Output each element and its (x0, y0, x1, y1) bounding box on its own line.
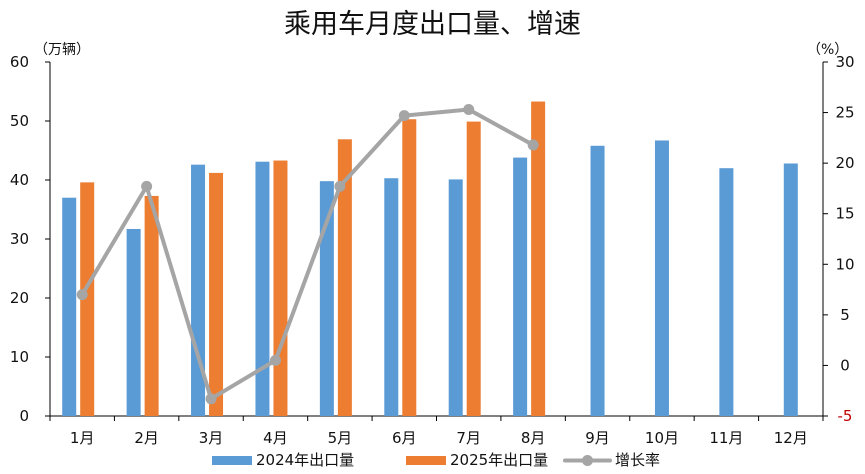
right-axis-tick-label: 10 (835, 255, 854, 273)
x-axis-tick-label: 4月 (263, 429, 288, 447)
left-axis-tick-label: 20 (10, 289, 29, 307)
right-axis-tick-label: 5 (840, 306, 850, 324)
bar-2025-2 (144, 195, 159, 416)
growth-rate-point-8 (527, 139, 539, 151)
bar-2024-11 (719, 168, 734, 416)
left-axis-tick-label: 30 (10, 230, 29, 248)
x-axis-tick-label: 6月 (392, 429, 417, 447)
bar-2024-3 (191, 164, 206, 416)
legend-marker-growth (582, 455, 593, 466)
x-axis-tick-label: 10月 (645, 429, 679, 447)
x-axis-tick-label: 11月 (709, 429, 743, 447)
x-axis-tick-label: 1月 (70, 429, 95, 447)
x-axis-tick-label: 5月 (328, 429, 353, 447)
bar-2025-6 (402, 119, 417, 416)
right-axis-tick-label: -5 (838, 407, 853, 425)
legend-label-2025: 2025年出口量 (450, 451, 548, 469)
growth-line-group (76, 104, 539, 405)
legend-swatch-2024 (212, 456, 252, 465)
bar-2024-8 (513, 157, 528, 416)
bar-2025-7 (466, 121, 481, 416)
right-axis-tick-label: 25 (835, 104, 854, 122)
growth-rate-point-6 (398, 110, 410, 122)
legend: 2024年出口量 2025年出口量 增长率 (212, 451, 660, 469)
bars-group (62, 101, 798, 417)
growth-rate-point-5 (334, 180, 346, 192)
legend-label-growth: 增长率 (615, 451, 660, 469)
x-axis-tick-label: 8月 (521, 429, 546, 447)
left-axis-tick-label: 0 (19, 407, 29, 425)
right-axis-tick-label: 0 (840, 356, 850, 374)
growth-rate-point-4 (269, 354, 281, 366)
bar-2024-12 (783, 163, 798, 416)
growth-rate-line (80, 107, 536, 401)
bar-2024-7 (448, 179, 463, 416)
right-axis-tick-label: 15 (835, 205, 854, 223)
right-axis-unit-label: （%） (807, 42, 848, 58)
left-axis-tick-label: 10 (10, 348, 29, 366)
left-axis-tick-label: 50 (10, 112, 29, 130)
x-axis-tick-label: 7月 (456, 429, 481, 447)
growth-rate-point-2 (141, 180, 153, 192)
bar-2024-9 (590, 145, 605, 416)
growth-rate-point-3 (205, 393, 217, 405)
bar-2024-5 (319, 181, 334, 416)
x-axis-tick-label: 12月 (774, 429, 808, 447)
bar-2024-4 (255, 161, 270, 416)
axes-group: 0 10 20 30 40 50 60 -5 0 5 10 15 20 25 30 1月 2月 3月 4月 5月 6月 7… (10, 53, 855, 447)
growth-rate-point-7 (463, 104, 475, 116)
left-axis-tick-label: 40 (10, 171, 29, 189)
bar-2024-1 (62, 197, 77, 416)
bar-2025-1 (80, 182, 95, 416)
bar-2025-3 (209, 172, 224, 416)
legend-label-2024: 2024年出口量 (256, 451, 354, 469)
growth-rate-point-1 (76, 289, 88, 301)
x-axis-tick-label: 3月 (199, 429, 224, 447)
x-axis-tick-label: 2月 (134, 429, 159, 447)
chart-title: 乘用车月度出口量、增速 (284, 9, 581, 40)
left-axis-unit-label: （万辆） (34, 42, 90, 58)
bar-2025-4 (273, 160, 288, 416)
right-axis-tick-label: 20 (835, 154, 854, 172)
legend-swatch-2025 (406, 456, 446, 465)
bar-2025-5 (337, 139, 352, 417)
bar-2024-6 (384, 178, 399, 416)
bar-2024-2 (126, 228, 141, 416)
left-axis-tick-label: 60 (10, 53, 29, 71)
bar-2025-8 (531, 101, 546, 416)
x-axis-tick-label: 9月 (585, 429, 610, 447)
right-axis-tick-label: 30 (835, 53, 854, 71)
bar-2024-10 (654, 140, 669, 416)
